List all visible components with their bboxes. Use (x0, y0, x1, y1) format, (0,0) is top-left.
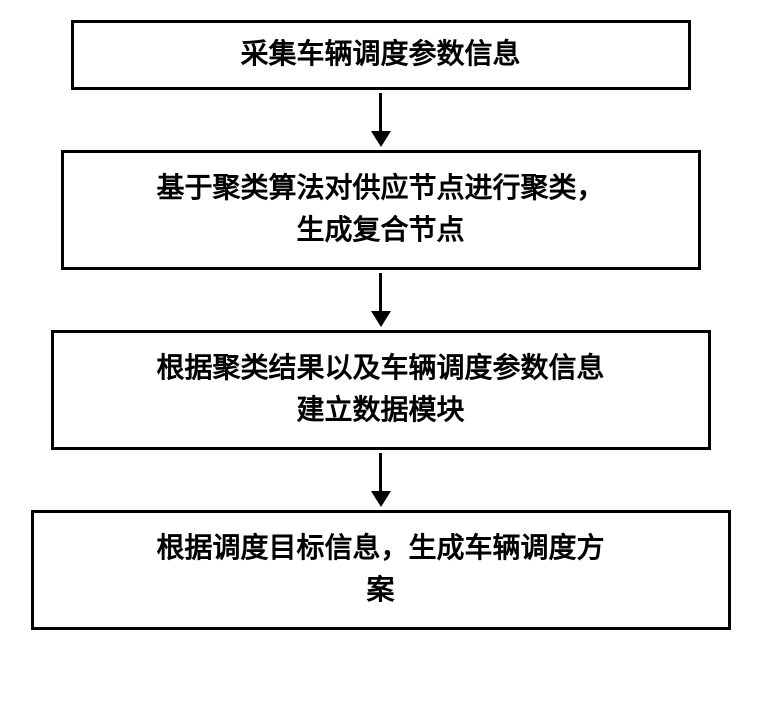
arrow-line (379, 453, 382, 491)
flowchart-step-4: 根据调度目标信息，生成车辆调度方 案 (31, 510, 731, 630)
step-2-label: 基于聚类算法对供应节点进行聚类， 生成复合节点 (156, 168, 604, 252)
arrow-line (379, 93, 382, 131)
arrow-line (379, 273, 382, 311)
arrow-1-to-2 (371, 90, 391, 150)
arrow-3-to-4 (371, 450, 391, 510)
step-1-label: 采集车辆调度参数信息 (240, 34, 520, 76)
arrow-head-icon (371, 311, 391, 327)
step-4-label: 根据调度目标信息，生成车辆调度方 案 (156, 528, 604, 612)
flowchart-step-1: 采集车辆调度参数信息 (71, 20, 691, 90)
flowchart-step-2: 基于聚类算法对供应节点进行聚类， 生成复合节点 (61, 150, 701, 270)
flowchart-step-3: 根据聚类结果以及车辆调度参数信息 建立数据模块 (51, 330, 711, 450)
arrow-head-icon (371, 491, 391, 507)
step-3-label: 根据聚类结果以及车辆调度参数信息 建立数据模块 (156, 348, 604, 432)
arrow-2-to-3 (371, 270, 391, 330)
arrow-head-icon (371, 131, 391, 147)
